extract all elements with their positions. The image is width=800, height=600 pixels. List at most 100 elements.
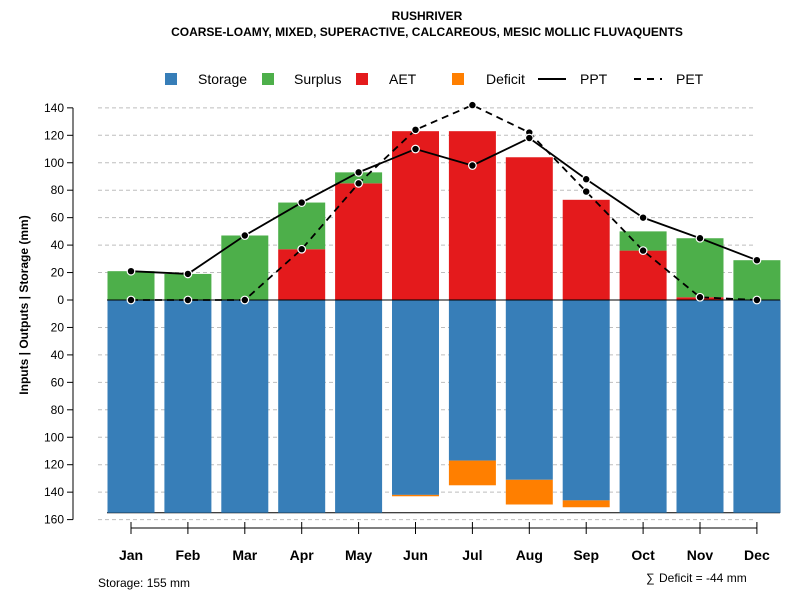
legend-label-storage: Storage (198, 71, 247, 87)
x-tick-label-mar: Mar (232, 547, 257, 563)
deficit-bar-sep (562, 500, 610, 508)
storage-bar-jul (448, 300, 496, 461)
bars (107, 131, 781, 514)
chart-title: RUSHRIVER (392, 9, 463, 23)
y-tick-label: 120 (44, 458, 64, 472)
ppt-point-may (354, 167, 364, 177)
y-axis-label: Inputs | Outputs | Storage (mm) (17, 215, 31, 394)
aet-bar-jul (448, 131, 496, 300)
x-tick-label-may: May (345, 547, 372, 563)
y-tick-label: 20 (51, 320, 65, 334)
pet-point-dec (752, 295, 762, 305)
aet-bar-may (335, 183, 383, 300)
surplus-bar-apr (278, 202, 326, 250)
surplus-bar-oct (619, 231, 667, 251)
pet-point-jul (468, 100, 477, 110)
surplus-bar-mar (221, 235, 269, 300)
legend-label-deficit: Deficit (486, 71, 525, 87)
deficit-bar-jul (448, 460, 496, 486)
y-tick-label: 100 (44, 430, 64, 444)
y-tick-label: 60 (51, 211, 65, 225)
x-tick-label-jul: Jul (462, 547, 482, 563)
pet-point-may (354, 178, 364, 188)
storage-bar-dec (733, 300, 781, 513)
y-tick-label: 160 (44, 513, 64, 527)
x-tick-label-sep: Sep (573, 547, 599, 563)
storage-bar-oct (619, 300, 667, 513)
aet-bar-sep (562, 199, 610, 300)
chart-subtitle: COARSE-LOAMY, MIXED, SUPERACTIVE, CALCAR… (171, 25, 683, 39)
ppt-point-nov (695, 233, 705, 243)
aet-bar-apr (278, 249, 326, 300)
deficit-sum-symbol: ∑ (646, 571, 655, 585)
surplus-bar-dec (733, 260, 781, 300)
storage-bar-feb (164, 300, 212, 513)
y-tick-label: 0 (57, 293, 64, 307)
ppt-point-sep (581, 174, 591, 184)
deficit-note: Deficit = -44 mm (659, 571, 747, 585)
y-tick-label: 80 (51, 183, 65, 197)
deficit-bar-aug (505, 479, 553, 505)
y-tick-label: 60 (51, 375, 65, 389)
y-tick-label: 140 (44, 485, 64, 499)
ppt-point-dec (752, 255, 762, 265)
ppt-point-apr (297, 198, 307, 207)
x-tick-label-nov: Nov (687, 547, 714, 563)
ppt-point-jan (126, 266, 136, 276)
ppt-line (130, 137, 758, 275)
pet-point-apr (297, 244, 307, 254)
storage-bar-mar (221, 300, 269, 513)
x-tick-label-jun: Jun (403, 547, 428, 563)
legend: Storage Surplus AET Deficit PPT PET (165, 71, 704, 87)
surplus-bar-may (335, 172, 383, 184)
legend-swatch-deficit (452, 73, 464, 85)
x-tick-label-dec: Dec (744, 547, 770, 563)
ppt-point-aug (524, 133, 534, 143)
ppt-point-jul (468, 161, 477, 170)
x-tick-label-aug: Aug (516, 547, 543, 563)
surplus-bar-nov (676, 238, 724, 298)
pet-point-oct (638, 246, 648, 255)
storage-bar-jan (107, 300, 155, 513)
legend-label-surplus: Surplus (294, 71, 341, 87)
storage-note: Storage: 155 mm (98, 576, 190, 590)
y-tick-label: 40 (51, 348, 65, 362)
x-tick-label-oct: Oct (631, 547, 655, 563)
aet-bar-oct (619, 250, 667, 300)
aet-bar-aug (505, 157, 553, 300)
storage-bar-apr (278, 300, 326, 513)
legend-label-aet: AET (389, 71, 417, 87)
y-tick-label: 80 (51, 403, 65, 417)
storage-bar-nov (676, 300, 724, 513)
surplus-bar-jan (107, 271, 155, 300)
aet-bar-jun (392, 131, 439, 300)
pet-point-mar (240, 295, 250, 305)
axes: 140 120 100 80 60 40 20 0 20 40 60 80 100 120 140 160 Ja… (44, 101, 770, 563)
storage-bar-may (335, 300, 383, 513)
legend-label-pet: PET (676, 71, 704, 87)
y-tick-label: 40 (51, 238, 65, 252)
y-tick-label: 100 (44, 156, 64, 170)
pet-point-jan (126, 295, 136, 305)
pet-line (131, 104, 757, 301)
deficit-bar-jun (392, 494, 439, 497)
storage-bar-jun (392, 300, 439, 495)
x-tick-label-jan: Jan (119, 547, 143, 563)
series-lines (126, 100, 762, 305)
ppt-point-feb (183, 269, 193, 279)
y-tick-label: 140 (44, 101, 64, 115)
legend-swatch-storage (165, 73, 177, 85)
x-tick-label-apr: Apr (290, 547, 315, 563)
y-tick-label: 120 (44, 128, 64, 142)
legend-swatch-surplus (262, 73, 274, 85)
ppt-point-oct (638, 213, 648, 223)
legend-label-ppt: PPT (580, 71, 608, 87)
x-tick-label-feb: Feb (175, 547, 200, 563)
pet-point-jun (411, 125, 420, 135)
legend-swatch-aet (356, 73, 368, 85)
pet-point-sep (581, 187, 591, 196)
storage-bar-aug (505, 300, 553, 480)
storage-bar-sep (562, 300, 610, 501)
ppt-point-mar (240, 231, 250, 240)
